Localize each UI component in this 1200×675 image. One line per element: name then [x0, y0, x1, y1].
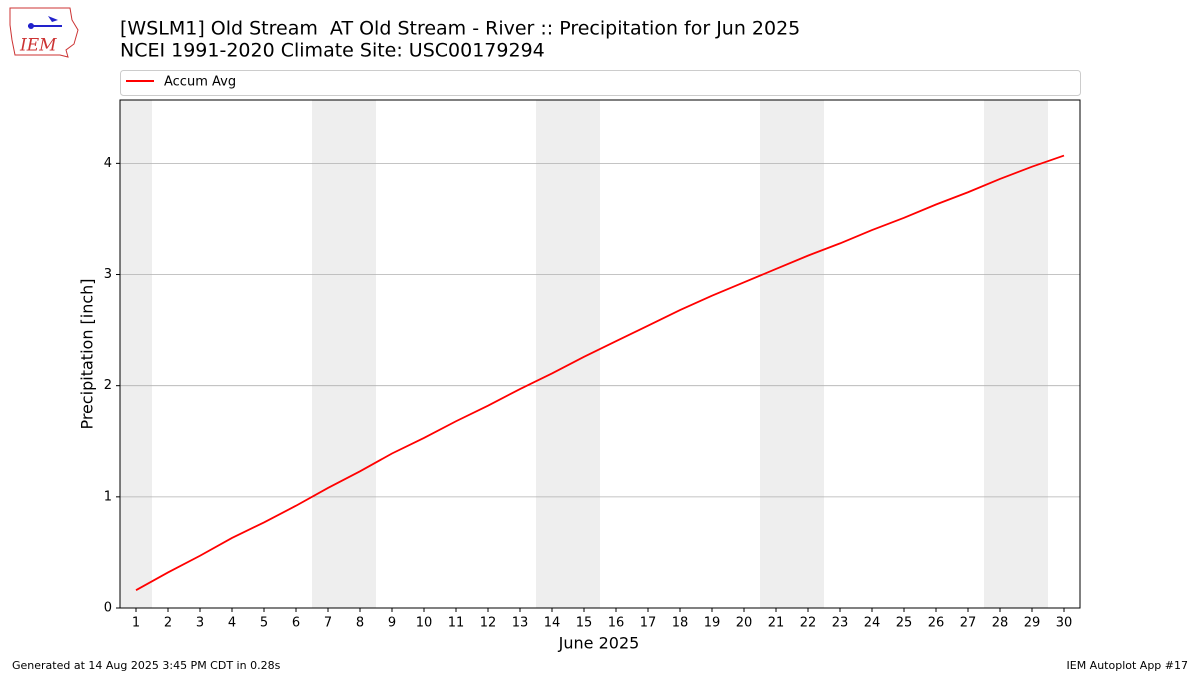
chart-subtitle: NCEI 1991-2020 Climate Site: USC00179294	[120, 40, 545, 62]
footer-left: Generated at 14 Aug 2025 3:45 PM CDT in …	[12, 659, 281, 672]
y-tick-label: 4	[104, 156, 112, 171]
x-tick-label: 24	[864, 616, 881, 631]
x-tick-label: 16	[608, 616, 625, 631]
x-tick-label: 12	[480, 616, 497, 631]
plot-frame	[119, 99, 1081, 609]
x-tick-label: 1	[132, 616, 140, 631]
weekend-shade	[312, 100, 376, 608]
x-tick-label: 15	[576, 616, 593, 631]
x-tick-label: 10	[416, 616, 433, 631]
x-tick-label: 9	[388, 616, 396, 631]
footer-right: IEM Autoplot App #17	[1067, 659, 1189, 672]
x-tick-label: 22	[800, 616, 817, 631]
y-tick-label: 2	[104, 378, 112, 393]
logo-text: IEM	[19, 36, 57, 56]
x-tick-label: 21	[768, 616, 785, 631]
logo-outline	[9, 7, 79, 58]
logo: IEM	[9, 7, 79, 58]
legend-label: Accum Avg	[164, 75, 236, 90]
x-tick-label: 20	[736, 616, 753, 631]
weekend-shade	[120, 100, 152, 608]
y-tick-label: 0	[104, 601, 112, 616]
x-tick-label: 29	[1024, 616, 1041, 631]
series-line	[135, 154, 1065, 592]
x-tick-label: 14	[544, 616, 561, 631]
x-tick-label: 7	[324, 616, 332, 631]
logo-icon	[28, 23, 34, 29]
x-tick-label: 3	[196, 616, 204, 631]
x-tick-label: 23	[832, 616, 849, 631]
x-tick-label: 18	[672, 616, 689, 631]
x-tick-label: 17	[640, 616, 657, 631]
x-tick-label: 11	[448, 616, 465, 631]
x-tick-label: 8	[356, 616, 364, 631]
logo-icon	[48, 16, 58, 22]
y-tick-label: 3	[104, 267, 112, 282]
x-tick-label: 19	[704, 616, 721, 631]
x-tick-label: 30	[1056, 616, 1073, 631]
x-tick-label: 27	[960, 616, 977, 631]
weekend-shade	[984, 100, 1048, 608]
x-tick-label: 25	[896, 616, 913, 631]
x-tick-label: 2	[164, 616, 172, 631]
chart-title: [WSLM1] Old Stream AT Old Stream - River…	[120, 18, 800, 40]
y-tick-label: 1	[104, 489, 112, 504]
weekend-shade	[760, 100, 824, 608]
x-tick-label: 6	[292, 616, 300, 631]
x-axis-label: June 2025	[558, 634, 640, 653]
x-tick-label: 26	[928, 616, 945, 631]
x-tick-label: 13	[512, 616, 529, 631]
legend-box	[120, 70, 1081, 96]
x-tick-label: 28	[992, 616, 1009, 631]
y-axis-label: Precipitation [inch]	[78, 278, 97, 429]
x-tick-label: 4	[228, 616, 236, 631]
x-tick-label: 5	[260, 616, 268, 631]
